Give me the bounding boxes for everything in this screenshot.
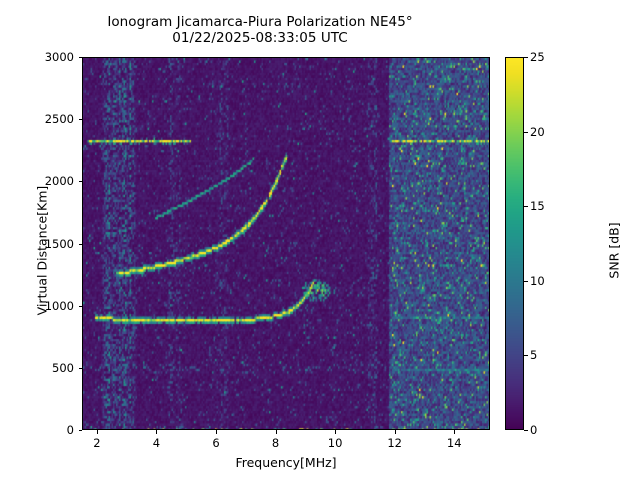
y-tick-label: 3000 [44,50,74,64]
colorbar [505,57,524,430]
x-tick-label: 4 [152,436,161,450]
colorbar-tick-label: 25 [530,50,545,64]
y-axis-label: Virtual Distance[Km] [34,185,50,316]
chart-title-line1: Ionogram Jicamarca-Piura Polarization NE… [107,14,413,30]
chart-title: Ionogram Jicamarca-Piura Polarization NE… [0,14,520,47]
x-tick [216,430,217,434]
x-tick-label: 6 [212,436,220,450]
colorbar-tick [524,280,528,282]
y-tick-label: 2500 [44,112,74,127]
y-tick [78,305,82,307]
colorbar-tick [524,355,528,357]
plot-area [82,57,490,430]
x-tick-label: 14 [446,436,462,450]
y-tick-label: 0 [66,423,74,437]
x-tick [454,430,456,434]
x-tick [394,430,396,434]
y-tick [78,119,82,121]
y-tick [78,57,82,58]
colorbar-tick-label: 15 [530,199,545,214]
y-tick [78,367,82,369]
colorbar-gradient [506,58,523,429]
colorbar-tick [524,430,528,431]
colorbar-tick-label: 10 [530,273,545,288]
x-tick-label: 10 [327,436,343,450]
y-tick-label: 1500 [44,236,74,251]
ionogram-heatmap [83,58,489,429]
y-tick-label: 1000 [44,298,74,313]
colorbar-tick-label: 0 [530,423,538,437]
chart-title-line2: 01/22/2025-08:33:05 UTC [172,30,348,47]
x-tick [275,430,277,434]
x-tick [335,430,337,434]
x-tick-label: 8 [271,436,280,450]
y-tick [78,430,82,431]
x-axis-label: Frequency[MHz] [235,455,337,470]
y-tick-label: 2000 [44,174,74,189]
colorbar-label: SNR [dB] [606,222,622,279]
colorbar-tick-label: 5 [530,348,538,363]
y-tick [78,243,82,245]
y-tick-label: 500 [52,360,74,375]
colorbar-tick-label: 20 [530,124,545,139]
x-tick [156,430,158,434]
x-tick [96,430,98,434]
colorbar-tick [524,57,528,58]
y-tick [78,181,82,183]
x-tick-label: 12 [387,436,403,450]
colorbar-tick [524,206,528,208]
colorbar-tick [524,131,528,133]
x-tick-label: 2 [93,436,101,450]
